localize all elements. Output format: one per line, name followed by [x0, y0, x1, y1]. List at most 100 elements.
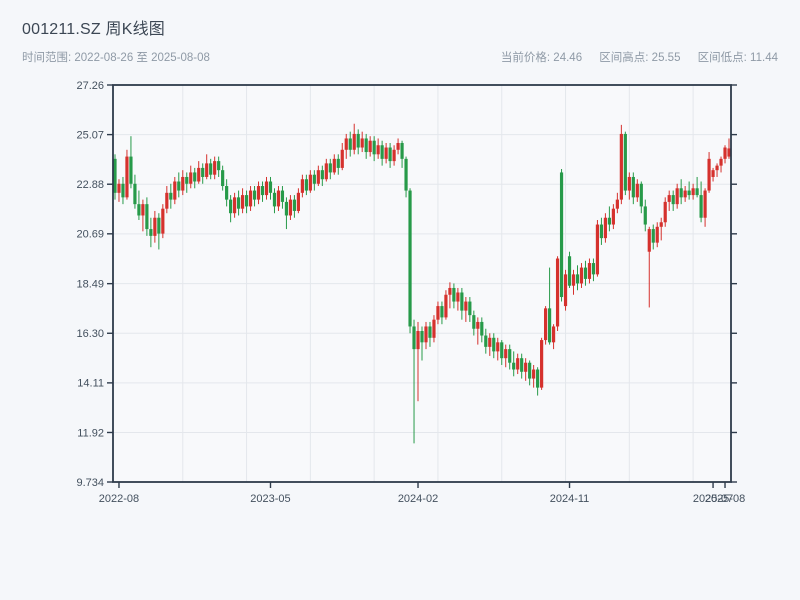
candle-body-up	[300, 179, 304, 193]
candle-body-up	[532, 369, 536, 379]
candle-body-down	[268, 181, 273, 193]
candle-body-up	[476, 321, 480, 329]
candle-body-up	[288, 199, 293, 216]
candle-body-up	[667, 195, 671, 202]
candle-body-down	[687, 190, 691, 196]
candle-body-down	[364, 138, 368, 153]
candle-body-up	[504, 349, 508, 359]
candle-body-up	[524, 362, 528, 372]
candle-body-down	[671, 195, 675, 205]
candle-body-up	[376, 145, 380, 155]
candle-body-up	[233, 197, 237, 214]
range-low-label: 区间低点: 11.44	[697, 52, 778, 64]
candle-body-up	[392, 149, 396, 162]
candle-body-down	[480, 321, 484, 336]
candle-body-down	[643, 206, 647, 225]
candle-body-up	[715, 165, 719, 171]
candle-body-down	[145, 204, 149, 230]
candle-body-down	[284, 201, 289, 216]
candle-body-down	[520, 358, 524, 372]
candle-body-down	[260, 186, 265, 196]
candle-body-down	[404, 158, 408, 191]
candle-body-up	[663, 201, 667, 223]
candle-body-down	[229, 199, 233, 214]
candle-body-up	[723, 147, 727, 159]
candle-body-down	[468, 301, 472, 316]
candle-body-down	[304, 179, 308, 191]
candle-body-up	[264, 181, 269, 196]
candle-body-down	[408, 190, 412, 327]
candle-body-up	[540, 340, 544, 388]
candle-body-up	[248, 190, 253, 207]
candle-body-down	[412, 326, 416, 350]
candle-body-up	[587, 263, 592, 279]
candle-body-up	[181, 176, 185, 191]
candle-body-up	[189, 172, 193, 184]
candle-body-down	[472, 315, 476, 329]
y-axis-tick-label: 9.734	[76, 477, 104, 489]
candle-body-up	[627, 176, 631, 191]
candle-body-up	[213, 161, 217, 175]
candle-body-up	[444, 294, 448, 318]
candle-body-down	[252, 190, 257, 200]
candle-body-down	[679, 188, 683, 198]
candle-body-down	[149, 229, 153, 236]
range-high-label: 区间高点: 25.55	[599, 52, 681, 64]
y-axis-tick-label: 18.49	[76, 278, 104, 290]
candle-body-up	[153, 217, 157, 236]
candle-body-up	[603, 217, 608, 239]
candle-body-up	[197, 167, 201, 182]
price-summary: 当前价格: 24.46 区间高点: 25.55 区间低点: 11.44	[501, 49, 778, 65]
candle-body-down	[651, 229, 655, 243]
candle-body-down	[575, 274, 580, 284]
candlestick-chart: 27.26 25.07 22.88 20.69 18.49 16.30 14.11 11.92…	[76, 80, 745, 505]
meta-row: 时间范围: 2022-08-26 至 2025-08-08 当前价格: 24.4…	[22, 49, 778, 65]
candle-body-down	[484, 335, 488, 347]
candle-body-up	[205, 163, 209, 177]
candle-body-down	[583, 267, 588, 279]
candle-body-up	[344, 138, 348, 150]
candle-body-down	[312, 174, 316, 184]
candle-body-up	[551, 326, 556, 343]
candle-body-down	[599, 224, 604, 239]
candle-body-up	[615, 199, 619, 209]
y-axis-tick-label: 14.11	[77, 378, 104, 390]
candle-body-up	[711, 170, 715, 177]
candle-body-down	[420, 331, 424, 343]
candle-body-up	[555, 258, 560, 327]
candle-body-down	[292, 199, 297, 211]
candle-body-up	[125, 156, 129, 198]
candle-body-up	[332, 158, 336, 173]
candle-body-down	[221, 170, 225, 187]
candle-body-up	[707, 158, 711, 191]
candle-body-down	[607, 217, 611, 225]
candle-body-up	[424, 326, 428, 343]
y-axis-tick-label: 16.30	[76, 328, 104, 340]
candle-body-down	[695, 188, 699, 196]
candle-body-down	[547, 308, 552, 343]
candle-body-up	[659, 222, 663, 227]
candle-body-down	[193, 172, 197, 182]
candle-body-up	[396, 142, 400, 150]
candle-body-down	[388, 147, 392, 162]
candle-body-up	[691, 188, 695, 196]
candle-body-up	[173, 181, 177, 200]
candle-body-up	[544, 308, 548, 341]
candle-body-down	[280, 190, 285, 202]
candle-body-up	[240, 195, 245, 209]
candle-body-up	[368, 140, 372, 153]
candle-body-down	[225, 186, 229, 200]
candle-body-down	[169, 192, 173, 200]
candle-body-up	[488, 337, 492, 347]
candle-body-up	[635, 183, 639, 198]
candle-body-down	[177, 181, 181, 191]
candle-body-up	[276, 190, 281, 207]
candle-body-down	[236, 197, 241, 209]
candle-body-down	[157, 217, 161, 234]
candle-body-up	[611, 208, 615, 225]
candle-body-up	[448, 287, 452, 295]
candle-body-up	[683, 190, 687, 198]
candle-body-up	[316, 170, 320, 184]
x-axis-tick-label: 2023-05	[250, 493, 290, 505]
candle-body-up	[141, 204, 145, 216]
